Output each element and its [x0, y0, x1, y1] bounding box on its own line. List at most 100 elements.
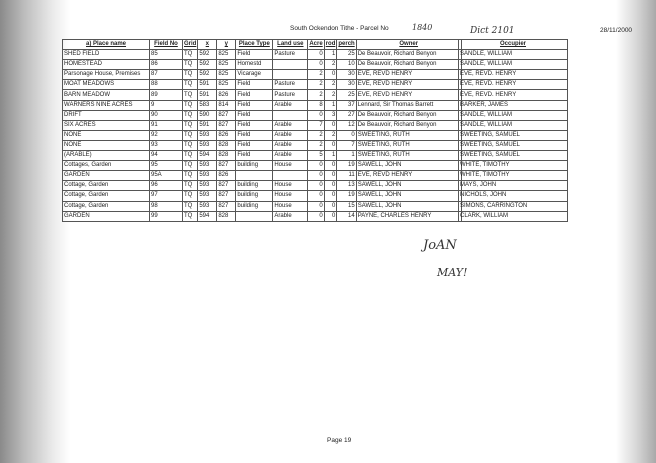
table-cell: 826 [216, 89, 237, 101]
table-cell: 95 [149, 160, 183, 172]
table-cell: 19 [336, 160, 357, 172]
table-cell: 593 [197, 160, 218, 172]
table-cell: 90 [149, 109, 183, 121]
table-cell: 593 [197, 180, 218, 192]
table-cell: 0 [307, 170, 325, 182]
table-cell: 593 [197, 129, 218, 141]
table-cell: EVE, REVD HENRY [355, 69, 462, 81]
occupier-row: SIMONS, CARRINGTON [458, 200, 568, 212]
table-cell: SHED FIELD [62, 49, 150, 61]
table-cell: 0 [307, 49, 325, 61]
table-cell: TQ [181, 89, 199, 101]
table-row: MOAT MEADOWS 88 TQ 591 825 Field Pasture 2 2 30 EV… [62, 79, 462, 91]
table-cell: 825 [216, 49, 237, 61]
table-cell: 828 [216, 210, 237, 222]
table-cell: 583 [197, 99, 218, 111]
occupier-cell: SANDLE, WILLIAM [458, 49, 568, 61]
document-date: 28/11/2000 [600, 27, 633, 34]
table-cell: Field [235, 139, 274, 152]
table-cell: EVE, REVD HENRY [355, 89, 462, 101]
table-cell: SWEETING, RUTH [355, 139, 462, 152]
occupier-row: SWEETING, SAMUEL [458, 150, 568, 162]
table-cell: 0 [323, 200, 338, 212]
occupier-row: EVE, REVD. HENRY [458, 69, 568, 81]
table-cell: Cottage, Garden [62, 190, 150, 202]
table-cell: 14 [336, 210, 357, 222]
table-cell: Cottages, Garden [62, 160, 150, 172]
table-cell: Field [235, 119, 274, 131]
table-cell: 7 [307, 119, 325, 131]
table-cell: TQ [181, 190, 199, 202]
table-cell: building [235, 180, 274, 192]
table-cell: 828 [216, 150, 237, 162]
table-cell: 0 [323, 69, 338, 81]
table-cell: 593 [197, 200, 218, 212]
table-cell: TQ [181, 79, 199, 91]
table-cell: TQ [181, 160, 199, 172]
occupier-table: Occupier SANDLE, WILLIAM SANDLE, WILLIAM EV… [458, 38, 568, 222]
table-cell: 98 [149, 200, 183, 212]
table-cell: PAYNE, CHARLES HENRY [355, 210, 462, 222]
table-cell: TQ [181, 150, 199, 162]
table-cell: building [235, 190, 274, 202]
occupier-cell: EVE, REVD. HENRY [458, 69, 568, 81]
column-header: Acre [307, 38, 325, 51]
occupier-row: WHITE, TIMOTHY [458, 160, 568, 172]
table-cell: TQ [181, 170, 199, 182]
table-row: Cottages, Garden 95 TQ 593 827 building House 0… [62, 160, 462, 172]
table-cell: 95A [149, 170, 183, 182]
table-cell: 2 [307, 79, 325, 91]
table-cell: 27 [336, 109, 357, 121]
column-header: x [197, 38, 218, 51]
table-cell: House [272, 160, 309, 172]
table-cell: GARDEN [62, 210, 150, 222]
table-cell: 827 [216, 160, 237, 172]
table-cell: 827 [216, 180, 237, 192]
column-header: perch [336, 38, 357, 51]
table-cell [272, 59, 309, 71]
occupier-cell: SANDLE, WILLIAM [458, 109, 568, 121]
table-cell: Field [235, 150, 274, 162]
table-cell: Arable [272, 139, 309, 152]
tithe-table: a) Place name Field No Grid x y Place Type Lan… [62, 38, 462, 222]
table-cell: 814 [216, 99, 237, 111]
table-cell: 2 [323, 129, 338, 141]
table-cell: 828 [216, 139, 237, 152]
table-cell: 0 [323, 210, 338, 222]
occupier-row: WHITE, TIMOTHY [458, 170, 568, 182]
table-cell: 1 [323, 49, 338, 61]
table-cell: TQ [181, 49, 199, 61]
table-cell: 25 [336, 89, 357, 101]
column-header: Grid [181, 38, 199, 51]
table-cell: 0 [323, 119, 338, 131]
column-header: Place Type [235, 38, 274, 51]
table-cell: Cottage, Garden [62, 180, 150, 192]
table-cell: 593 [197, 170, 218, 182]
table-cell: 825 [216, 59, 237, 71]
table-cell: 2 [307, 139, 325, 152]
table-cell: TQ [181, 129, 199, 141]
table-cell [272, 69, 309, 81]
occupier-row: SWEETING, SAMUEL [458, 129, 568, 141]
column-header: a) Place name [62, 38, 150, 51]
table-cell: 9 [149, 99, 183, 111]
occupier-cell: SWEETING, SAMUEL [458, 150, 568, 162]
table-cell: 827 [216, 109, 237, 121]
table-cell: 0 [307, 160, 325, 172]
table-cell: 826 [216, 170, 237, 182]
table-cell: TQ [181, 180, 199, 192]
table-cell [272, 109, 309, 121]
table-cell: building [235, 160, 274, 172]
table-cell: Pasture [272, 79, 309, 91]
table-cell: 87 [149, 69, 183, 81]
table-cell: Field [235, 89, 274, 101]
table-row: SIX ACRES 91 TQ 591 827 Field Arable 7 0 12 De Bea… [62, 119, 462, 131]
table-cell [272, 170, 309, 182]
table-cell: 85 [149, 49, 183, 61]
table-cell: NONE [62, 129, 150, 141]
table-cell: De Beauvoir, Richard Benyon [355, 109, 462, 121]
table-cell: Arable [272, 119, 309, 131]
table-cell: 0 [307, 109, 325, 121]
table-cell: 92 [149, 129, 183, 141]
table-cell: 0 [307, 180, 325, 192]
